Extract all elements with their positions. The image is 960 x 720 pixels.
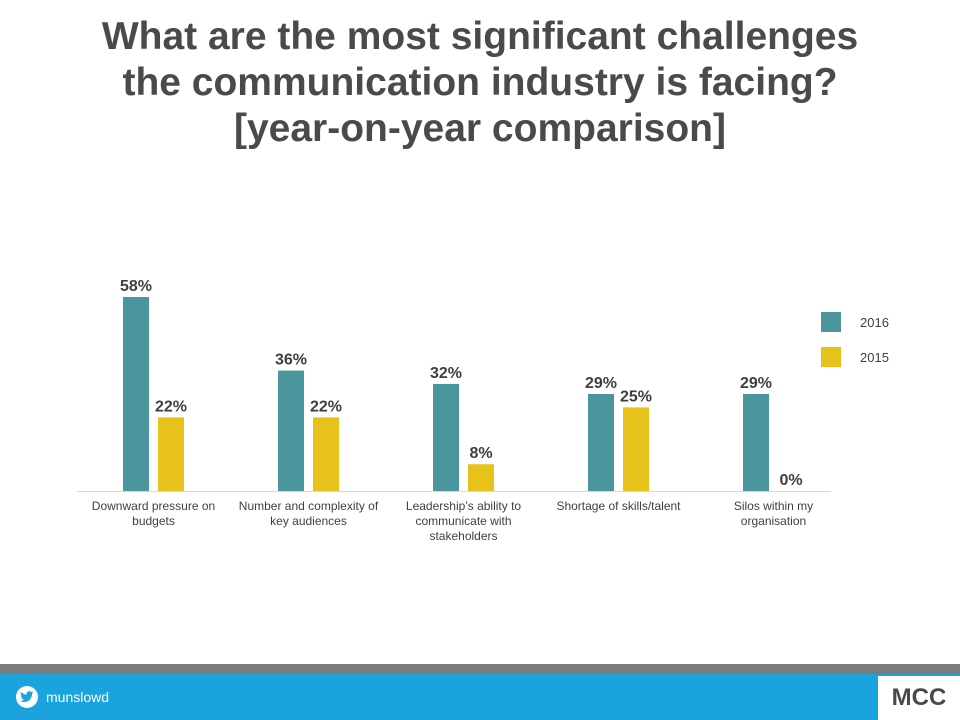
category-label-2-2: stakeholders (429, 529, 497, 543)
bar-2016-3 (588, 394, 614, 491)
mcc-logo-text: MCC (891, 684, 947, 711)
bar-2016-4 (743, 394, 769, 491)
data-label-2016-3: 29% (585, 375, 617, 392)
category-label-4-0: Silos within my (734, 499, 813, 513)
data-label-2015-2: 8% (469, 445, 492, 462)
category-label-1-1: key audiences (270, 514, 347, 528)
category-label-2-0: Leadership’s ability to (406, 499, 522, 513)
bar-2015-0 (158, 417, 184, 491)
bar-2016-2 (433, 383, 459, 491)
category-label-3-0: Shortage of skills/talent (556, 499, 681, 513)
category-label-2-1: communicate with (415, 514, 511, 528)
footer-bar: munslowd MCC (0, 674, 960, 720)
data-label-2015-3: 25% (620, 388, 652, 405)
category-label-1-0: Number and complexity of (239, 499, 379, 513)
data-label-2015-4: 0% (779, 472, 802, 489)
mcc-logo: MCC (878, 676, 960, 720)
data-label-2016-4: 29% (740, 375, 772, 392)
data-label-2016-2: 32% (430, 365, 462, 382)
legend-swatch-2015 (821, 347, 841, 367)
legend-label-2016: 2016 (860, 315, 889, 330)
data-label-2015-0: 22% (155, 398, 187, 415)
bar-2015-3 (623, 407, 649, 491)
twitter-bird-icon (16, 686, 38, 708)
data-label-2016-1: 36% (275, 352, 307, 369)
slide-title: What are the most significant challenges… (0, 14, 960, 152)
title-line-2: the communication industry is facing? (122, 61, 838, 104)
bar-2016-0 (123, 297, 149, 491)
category-label-0-0: Downward pressure on (92, 499, 215, 513)
legend-label-2015: 2015 (860, 350, 889, 365)
data-label-2016-0: 58% (120, 278, 152, 295)
twitter-handle-label: munslowd (46, 689, 110, 705)
title-line-1: What are the most significant challenges (101, 15, 859, 58)
category-label-4-1: organisation (741, 514, 806, 528)
bar-2016-1 (278, 370, 304, 491)
bar-2015-2 (468, 464, 494, 491)
legend-swatch-2016 (821, 312, 841, 332)
title-line-3: [year-on-year comparison] (234, 107, 726, 150)
category-label-0-1: budgets (132, 514, 175, 528)
bar-2015-1 (313, 417, 339, 491)
data-label-2015-1: 22% (310, 398, 342, 415)
twitter-handle[interactable]: munslowd (16, 686, 109, 708)
footer-divider-band (0, 664, 960, 674)
